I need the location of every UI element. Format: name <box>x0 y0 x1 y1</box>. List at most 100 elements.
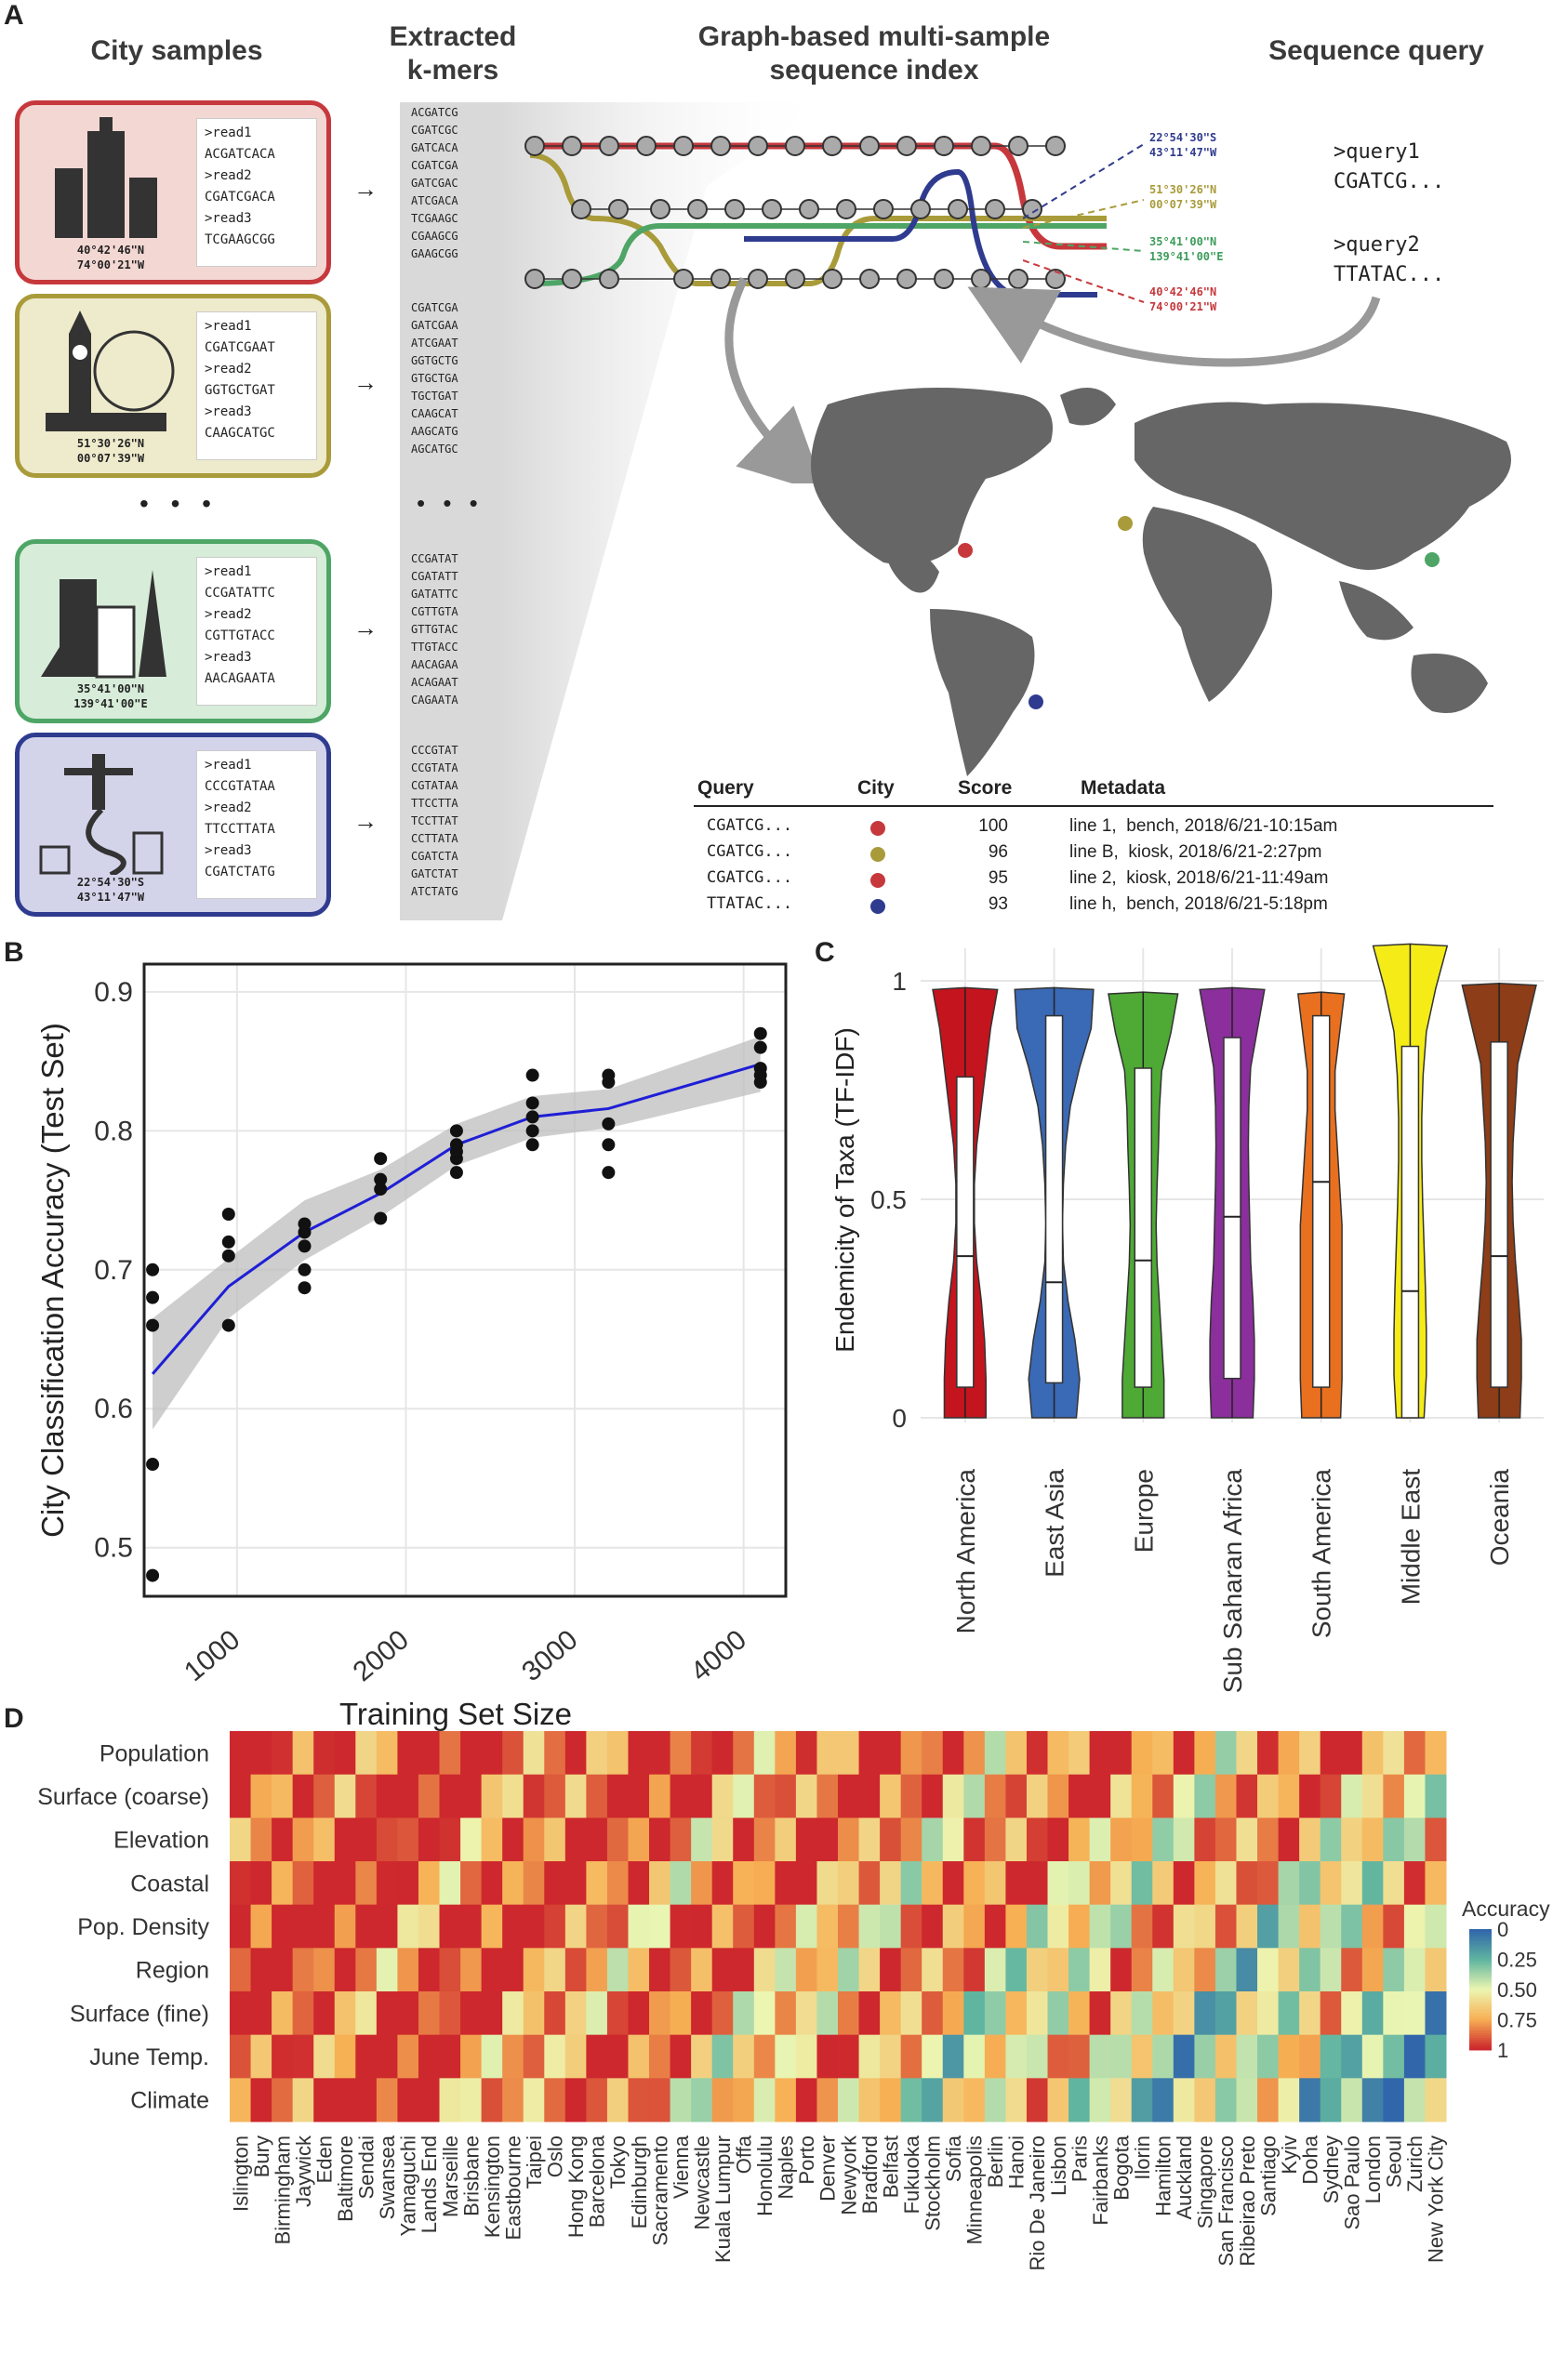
accuracy-vs-training-chart: 0.5 0.6 0.7 0.8 0.9 1000 2000 3000 4000 Training … <box>35 962 788 1731</box>
box <box>1223 1037 1241 1380</box>
graph-node <box>710 136 731 156</box>
heatmap-cell <box>963 2078 986 2122</box>
column-label: Offa <box>733 2135 756 2174</box>
heatmap-cell <box>1383 2034 1405 2079</box>
heatmap-cell <box>1425 2034 1447 2079</box>
heatmap-cell <box>418 2078 441 2122</box>
heatmap-cell <box>334 2078 356 2122</box>
data-point <box>146 1458 160 1472</box>
heatmap-cell <box>334 1904 356 1949</box>
flow-arrows <box>724 276 1381 483</box>
heatmap-cell <box>922 1991 944 2036</box>
heatmap-cell <box>670 1774 692 1818</box>
heatmap-cell <box>313 1774 336 1818</box>
heatmap-cell <box>1236 1904 1258 1949</box>
heatmap-cell <box>858 1904 881 1949</box>
heatmap-cell <box>1236 1948 1258 1992</box>
heatmap-cell <box>1403 1904 1426 1949</box>
query-header: Sequence query <box>1268 35 1484 66</box>
heatmap-cell <box>418 1948 441 1992</box>
graph-node <box>822 136 843 156</box>
column-label: Minneapolis <box>963 2135 987 2244</box>
heatmap-cell <box>1383 1731 1405 1776</box>
colorbar-segment <box>1469 1975 1492 1978</box>
heatmap-cell <box>900 2034 922 2079</box>
heatmap-cell <box>292 1991 314 2036</box>
heatmap-cell <box>397 1991 419 2036</box>
heatmap-cell <box>250 1861 272 1906</box>
heatmap-cell <box>1068 1991 1091 2036</box>
table-row-metadata: line B, kiosk, 2018/6/21-2:27pm <box>1069 842 1322 862</box>
heatmap-cell <box>1320 1731 1342 1776</box>
graph-node <box>673 136 694 156</box>
heatmap-cell <box>586 1774 608 1818</box>
table-row-score: 100 <box>978 816 1008 836</box>
heatmap-cell <box>1005 1774 1028 1818</box>
heatmap-cell <box>1278 1774 1300 1818</box>
heatmap-cell <box>942 1948 964 1992</box>
heatmap-cell <box>1403 1818 1426 1862</box>
heatmap-cell <box>1236 1731 1258 1776</box>
heatmap-cell <box>272 1904 294 1949</box>
heatmap-cell <box>1361 1991 1384 2036</box>
column-label: Tokyo <box>606 2135 630 2188</box>
city-dot <box>870 899 885 914</box>
y-tick-label: 0.5 <box>870 1185 907 1214</box>
heatmap-cell <box>606 1818 629 1862</box>
colorbar-tick: 1 <box>1497 2039 1508 2062</box>
colorbar-segment <box>1469 1990 1492 1993</box>
x-tick-label: Sub Saharan Africa <box>1218 1469 1247 1694</box>
heatmap-cell <box>397 2034 419 2079</box>
heatmap-cell <box>649 1818 671 1862</box>
heatmap-cell <box>880 1818 902 1862</box>
heatmap-cell <box>1341 1904 1363 1949</box>
heatmap-cell <box>1005 1904 1028 1949</box>
graph-node <box>650 199 670 219</box>
world-map <box>811 388 1511 776</box>
column-label: Bury <box>250 2135 273 2177</box>
colorbar-tick: 0.75 <box>1497 2009 1537 2032</box>
heatmap-cell <box>250 1774 272 1818</box>
y-tick-label: 0 <box>892 1404 907 1433</box>
heatmap-cell <box>292 2034 314 2079</box>
heatmap-cell <box>1047 1991 1069 2036</box>
heatmap-cell <box>628 1991 650 2036</box>
colorbar-segment <box>1469 1999 1492 2003</box>
colorbar-segment <box>1469 1991 1492 1995</box>
column-label: Oslo <box>544 2135 567 2177</box>
heatmap-cell <box>502 1861 524 1906</box>
heatmap-cell <box>460 1731 483 1776</box>
heatmap-cell <box>1361 1818 1384 1862</box>
heatmap-cell <box>1110 1861 1133 1906</box>
heatmap-cell <box>775 1991 797 2036</box>
heatmap-cell <box>606 1861 629 1906</box>
heatmap-cell <box>1047 1818 1069 1862</box>
heatmap-cell <box>649 1774 671 1818</box>
heatmap-cell <box>1299 1731 1321 1776</box>
heatmap-cell <box>272 1991 294 2036</box>
data-point <box>449 1138 463 1152</box>
city-coordinates: 51°30'26"N 00°07'39"W <box>76 437 145 465</box>
heatmap-cell <box>628 1774 650 1818</box>
x-tick-label: North America <box>951 1469 980 1634</box>
heatmap-cell <box>1320 2078 1342 2122</box>
heatmap-cell <box>1089 1904 1111 1949</box>
heatmap-cell <box>523 1774 545 1818</box>
heatmap-cell <box>230 2078 252 2122</box>
panel-b-letter: B <box>4 937 24 968</box>
heatmap-cell <box>733 1818 755 1862</box>
heatmap-cell <box>1026 1904 1049 1949</box>
heatmap-cell <box>1047 1861 1069 1906</box>
graph-node <box>934 136 954 156</box>
heatmap-cell <box>523 1991 545 2036</box>
city-sample-card: >read1 CGATCGAAT >read2 GGTGCTGAT >read3… <box>15 294 331 478</box>
column-label: Eden <box>312 2135 336 2183</box>
heatmap-cell <box>397 1774 419 1818</box>
column-label: London <box>1361 2135 1385 2203</box>
heatmap-cell <box>984 2078 1006 2122</box>
graph-node <box>687 199 708 219</box>
heatmap-cell <box>230 1861 252 1906</box>
heatmap-cell <box>900 1991 922 2036</box>
heatmap-cell <box>922 2078 944 2122</box>
heatmap-cell <box>880 1731 902 1776</box>
